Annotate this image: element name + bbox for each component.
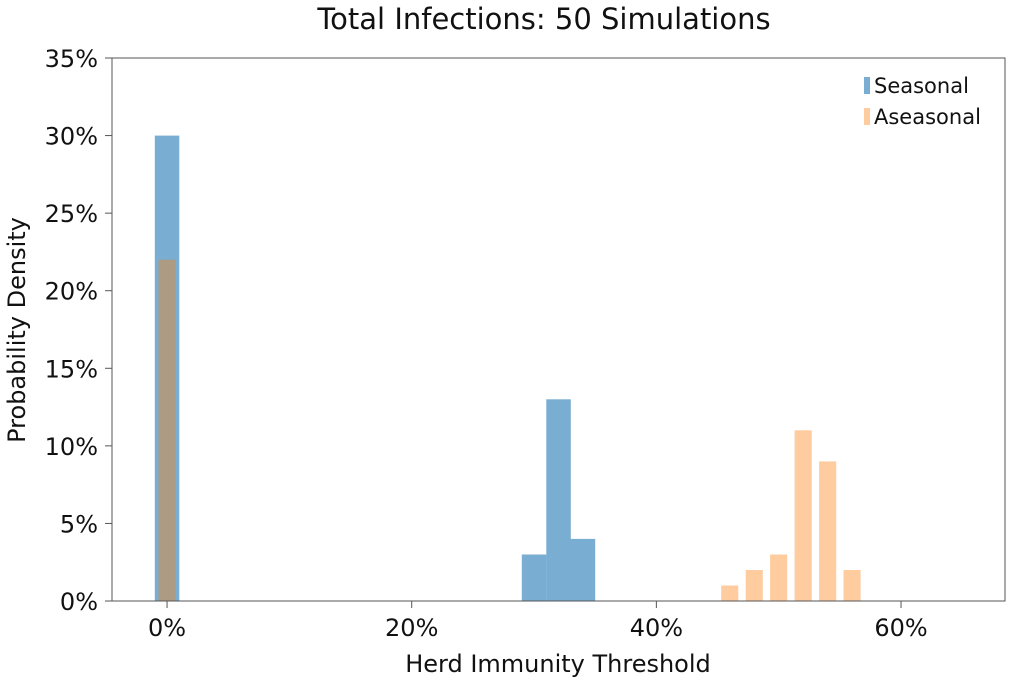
seasonal-bar (570, 538, 596, 601)
seasonal-bar (546, 399, 571, 601)
x-axis-title: Herd Immunity Threshold (405, 650, 711, 678)
aseasonal-bar (721, 585, 739, 601)
y-tick-label: 35% (45, 45, 98, 73)
legend: Seasonal Aseasonal (864, 74, 981, 129)
seasonal-legend-label: Seasonal (874, 74, 969, 98)
y-tick-label: 15% (45, 355, 98, 383)
aseasonal-bars (158, 259, 861, 601)
seasonal-bar (521, 554, 547, 601)
x-axis: 0% 20% 40% 60% (148, 601, 928, 642)
chart-title: Total Infections: 50 Simulations (316, 2, 770, 36)
aseasonal-bar (158, 259, 176, 601)
y-tick-label: 30% (45, 123, 98, 151)
aseasonal-bar (843, 570, 861, 601)
y-tick-label: 20% (45, 278, 98, 306)
aseasonal-bar (794, 430, 812, 601)
x-tick-label: 20% (385, 614, 438, 642)
y-tick-label: 5% (60, 510, 98, 538)
y-tick-label: 25% (45, 200, 98, 228)
y-tick-label: 10% (45, 433, 98, 461)
aseasonal-legend-swatch (864, 108, 870, 125)
aseasonal-legend-label: Aseasonal (874, 105, 981, 129)
y-axis: 0% 5% 10% 15% 20% 25% 30% 35% (45, 45, 112, 616)
x-tick-label: 0% (148, 614, 186, 642)
aseasonal-bar (819, 461, 837, 601)
y-axis-title: Probability Density (3, 217, 31, 443)
x-tick-label: 40% (630, 614, 683, 642)
aseasonal-bar (745, 570, 763, 601)
x-tick-label: 60% (874, 614, 927, 642)
seasonal-bars (154, 135, 596, 601)
plot-frame (111, 57, 1006, 602)
aseasonal-bar (770, 554, 788, 601)
seasonal-bar (154, 135, 180, 601)
y-tick-label: 0% (60, 588, 98, 616)
seasonal-legend-swatch (864, 77, 870, 94)
